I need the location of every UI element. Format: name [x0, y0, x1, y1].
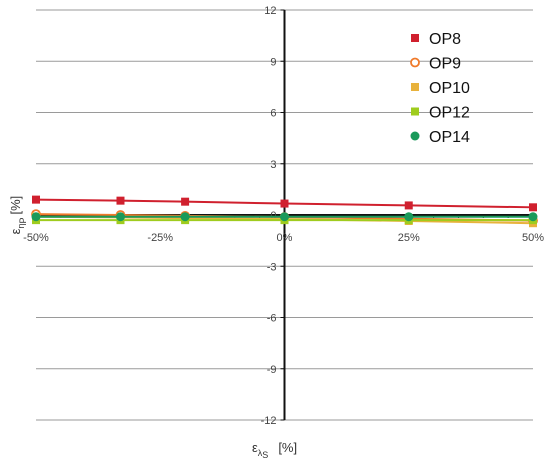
y-tick-label: -3: [267, 261, 277, 273]
data-point: [404, 201, 413, 210]
legend-label: OP9: [429, 56, 461, 73]
data-point: [404, 212, 414, 222]
legend-marker: [410, 131, 420, 141]
x-tick-labels: -50% -25% 0% 25% 50%: [23, 232, 544, 244]
legend-marker: [411, 34, 419, 42]
data-point: [280, 212, 289, 222]
legend-item-op8: OP8: [411, 31, 461, 48]
legend-item-op14: OP14: [410, 129, 470, 146]
legend-item-op12: OP12: [411, 105, 470, 122]
series-op14: [31, 212, 538, 222]
x-tick-label: 50%: [522, 232, 544, 244]
x-tick-label: -25%: [147, 232, 173, 244]
x-tick-label: 25%: [398, 232, 420, 244]
y-tick-label: -12: [261, 415, 277, 427]
data-series: [31, 195, 538, 228]
data-point: [529, 203, 537, 212]
y-tick-label: -6: [267, 313, 277, 325]
y-tick-label: 6: [270, 108, 276, 120]
legend-item-op9: OP9: [410, 56, 461, 73]
data-point: [115, 212, 125, 222]
y-tick-label: 12: [264, 5, 276, 17]
data-point: [31, 212, 41, 222]
data-point: [32, 195, 40, 204]
x-axis-label: ελS [%]: [252, 440, 297, 460]
legend: OP8 OP9 OP10 OP12 OP14: [410, 31, 470, 146]
y-tick-label: 3: [270, 159, 276, 171]
y-axis-label: εηP[%]: [8, 196, 28, 235]
legend-label: OP10: [429, 80, 470, 97]
legend-label: OP8: [429, 31, 461, 48]
x-tick-label: -50%: [23, 232, 49, 244]
x-tick-label: 0%: [277, 232, 293, 244]
y-tick-label: 9: [270, 56, 276, 68]
y-tick-label: -9: [267, 364, 277, 376]
legend-marker: [411, 83, 419, 91]
series-op8: [32, 195, 537, 212]
data-point: [180, 212, 190, 222]
data-point: [181, 197, 190, 206]
data-point: [528, 212, 538, 222]
series-line: [35, 198, 534, 209]
legend-item-op10: OP10: [411, 80, 470, 97]
legend-label: OP14: [429, 129, 470, 146]
data-point: [116, 196, 125, 205]
legend-marker: [410, 57, 420, 68]
data-point: [280, 199, 289, 208]
legend-label: OP12: [429, 105, 470, 122]
legend-marker: [411, 107, 419, 116]
